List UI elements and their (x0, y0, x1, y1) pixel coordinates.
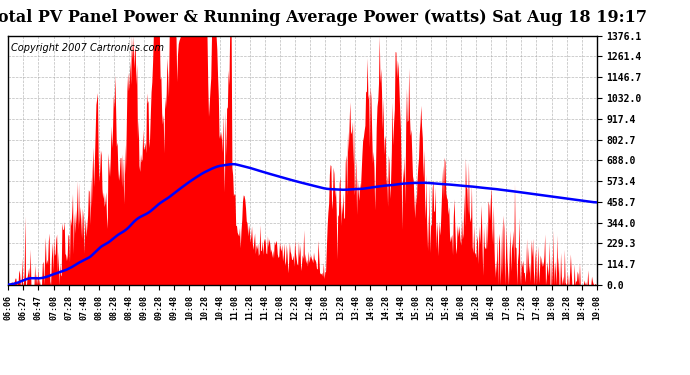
Text: Copyright 2007 Cartronics.com: Copyright 2007 Cartronics.com (11, 43, 164, 53)
Text: Total PV Panel Power & Running Average Power (watts) Sat Aug 18 19:17: Total PV Panel Power & Running Average P… (0, 9, 647, 26)
